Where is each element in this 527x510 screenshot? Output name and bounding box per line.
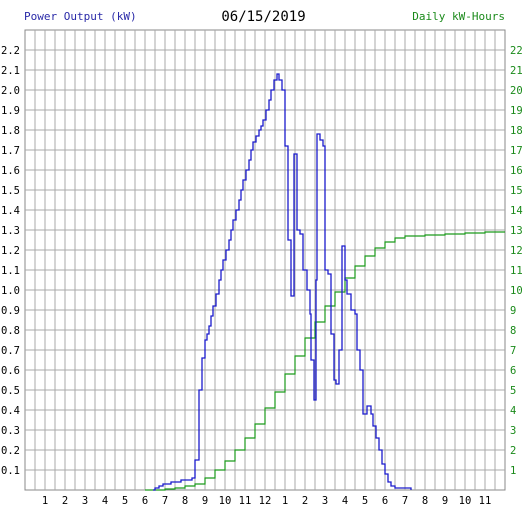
left-y-tick-label: 2.1 <box>1 65 20 77</box>
left-y-tick-label: 0.9 <box>1 305 20 317</box>
x-tick-label: 1 <box>42 495 48 507</box>
right-y-tick-label: 21 <box>510 65 523 77</box>
x-tick-label: 5 <box>122 495 128 507</box>
x-tick-label: 4 <box>102 495 108 507</box>
power-output-line <box>153 73 412 491</box>
right-y-tick-label: 3 <box>510 425 516 437</box>
left-y-tick-label: 0.4 <box>1 405 20 417</box>
x-tick-label: 10 <box>219 495 232 507</box>
left-axis-label: Power Output (kW) <box>24 10 137 23</box>
x-tick-label: 6 <box>382 495 388 507</box>
x-tick-label: 3 <box>322 495 328 507</box>
x-tick-label: 3 <box>82 495 88 507</box>
left-y-tick-label: 0.8 <box>1 325 20 337</box>
right-y-tick-label: 8 <box>510 325 516 337</box>
left-y-tick-label: 0.3 <box>1 425 20 437</box>
x-tick-label: 7 <box>402 495 408 507</box>
left-y-tick-label: 0.6 <box>1 365 20 377</box>
x-axis-ticks: 1 2 3 4 5 6 7 8 9 10 11 12 1 2 3 4 5 6 7 8 9 10 11 <box>42 495 491 507</box>
left-y-tick-label: 0.2 <box>1 445 20 457</box>
right-y-tick-label: 7 <box>510 345 516 357</box>
left-y-tick-label: 0.1 <box>1 465 20 477</box>
right-y-tick-label: 14 <box>510 205 523 217</box>
right-y-tick-label: 18 <box>510 125 523 137</box>
right-y-tick-label: 16 <box>510 165 523 177</box>
right-y-tick-label: 20 <box>510 85 523 97</box>
x-tick-label: 5 <box>362 495 368 507</box>
left-y-tick-label: 1.3 <box>1 225 20 237</box>
right-y-tick-label: 19 <box>510 105 523 117</box>
right-y-tick-label: 11 <box>510 265 523 277</box>
right-y-tick-label: 4 <box>510 405 516 417</box>
left-y-tick-label: 1.9 <box>1 105 20 117</box>
left-y-tick-label: 0.7 <box>1 345 20 357</box>
x-tick-label: 6 <box>142 495 148 507</box>
x-tick-label: 10 <box>459 495 472 507</box>
right-axis-label: Daily kW-Hours <box>412 10 505 23</box>
x-tick-label: 1 <box>282 495 288 507</box>
right-y-tick-label: 10 <box>510 285 523 297</box>
left-y-tick-label: 1.1 <box>1 265 20 277</box>
x-tick-label: 7 <box>162 495 168 507</box>
left-y-tick-label: 1.2 <box>1 245 20 257</box>
right-y-tick-label: 5 <box>510 385 516 397</box>
left-y-tick-label: 2.0 <box>1 85 20 97</box>
left-y-tick-label: 1.0 <box>1 285 20 297</box>
series-lines <box>145 73 505 491</box>
left-y-tick-label: 1.5 <box>1 185 20 197</box>
x-tick-label: 9 <box>202 495 208 507</box>
right-y-tick-label: 1 <box>510 465 516 477</box>
right-y-tick-label: 13 <box>510 225 523 237</box>
x-tick-label: 8 <box>422 495 428 507</box>
x-tick-label: 11 <box>239 495 252 507</box>
left-y-axis-ticks: 0.1 0.2 0.3 0.4 0.5 0.6 0.7 0.8 0.9 1.0 1.1 1.2 1.3 1… <box>1 45 20 477</box>
x-tick-label: 2 <box>62 495 68 507</box>
x-tick-label: 2 <box>302 495 308 507</box>
chart-date-title: 06/15/2019 <box>221 9 306 25</box>
left-y-tick-label: 1.8 <box>1 125 20 137</box>
x-tick-label: 4 <box>342 495 348 507</box>
x-tick-label: 9 <box>442 495 448 507</box>
right-y-tick-label: 12 <box>510 245 523 257</box>
right-y-tick-label: 15 <box>510 185 523 197</box>
right-y-tick-label: 22 <box>510 45 523 57</box>
x-tick-label: 8 <box>182 495 188 507</box>
right-y-tick-label: 2 <box>510 445 516 457</box>
left-y-tick-label: 1.6 <box>1 165 20 177</box>
right-y-tick-label: 17 <box>510 145 523 157</box>
daily-kwh-line <box>145 231 505 491</box>
right-y-tick-label: 6 <box>510 365 516 377</box>
left-y-tick-label: 0.5 <box>1 385 20 397</box>
left-y-tick-label: 1.4 <box>1 205 20 217</box>
x-tick-label: 11 <box>479 495 492 507</box>
x-tick-label: 12 <box>259 495 272 507</box>
left-y-tick-label: 2.2 <box>1 45 20 57</box>
left-y-tick-label: 1.7 <box>1 145 20 157</box>
right-y-tick-label: 9 <box>510 305 516 317</box>
